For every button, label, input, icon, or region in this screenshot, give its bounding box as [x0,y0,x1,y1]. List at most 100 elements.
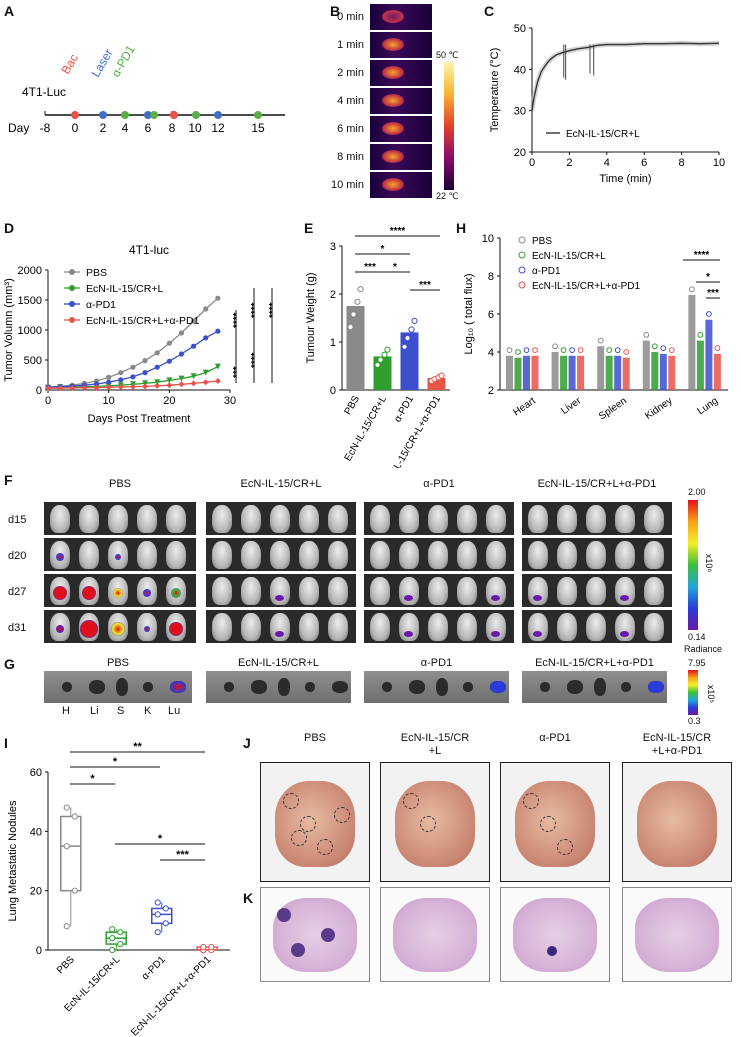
data-point [106,374,112,380]
y-tick-label: 0 [330,385,336,397]
lung-photo-panel: PBS EcN-IL-15/CR +L α-PD1 EcN-IL-15/CR +L+α… [250,732,741,1037]
tumor-focus [321,928,335,942]
x-tick-label: 10 [103,395,115,407]
data-point [411,317,418,324]
data-point [384,346,391,353]
x-tick-label: 0 [45,395,51,407]
mouse-image [644,613,664,641]
luminescence-signal [82,586,96,600]
data-point [63,843,70,850]
mouse-image [299,541,319,569]
significance-label: *** [176,849,190,861]
thermal-hotspot [382,66,404,79]
thermal-time-label: 2 min [337,67,364,79]
x-axis-label: Days Post Treatment [88,413,191,425]
data-point [117,929,124,936]
bar [688,295,696,390]
mouse-image [299,613,319,641]
mouse-image [457,613,477,641]
significance-label: **** [232,312,243,328]
luminescence-signal [490,681,506,693]
data-point [178,330,185,336]
mouse-image [457,541,477,569]
data-point [560,347,567,354]
data-point [142,358,148,364]
day-label: Day [8,121,29,135]
data-point [191,318,197,324]
metastatic-nodule-circle [283,793,299,809]
data-point [178,381,185,388]
mouse-image [528,505,548,533]
thermal-image [370,60,432,86]
significance-label: * [381,244,385,255]
bli-image [364,574,514,607]
bar [696,340,704,390]
data-point [577,347,584,354]
legend-marker [69,317,75,323]
data-point [215,295,221,301]
y-tick-label: 4 [488,347,494,359]
legend-label: α-PD1 [532,266,561,277]
legend-marker [518,251,526,259]
significance-label: ** [133,741,142,753]
mouse-image [557,577,577,605]
mouse-image [328,541,348,569]
bli-image [522,574,672,607]
data-point [374,361,381,368]
data-point [154,382,161,389]
organ-shape [567,680,583,694]
mouse-image [328,505,348,533]
treatment-dot [144,111,152,119]
thermal-time-label: 10 min [330,179,364,191]
organ-image [206,671,351,703]
data-point [166,377,173,384]
thermal-image [370,116,432,142]
organ-shape [305,682,315,692]
data-point [154,350,160,356]
y-tick-label: 0 [36,385,42,397]
x-tick-label: PBS [55,954,77,976]
significance-label: *** [707,288,719,299]
legend-marker [69,269,75,275]
organ-scale-min: 0.3 [688,716,701,726]
panel-letter-c: C [484,3,495,19]
data-point [706,311,712,317]
bli-panel: PBS EcN-IL-15/CR+L α-PD1 EcN-IL-15/CR+L+α-P… [0,470,741,654]
mouse-image [241,613,261,641]
significance-label: * [113,756,118,768]
thermal-time-label: 6 min [337,123,364,135]
histology-image [380,887,490,982]
data-point [643,332,650,338]
y-tick-label: 10 [482,233,494,245]
data-point [154,379,161,386]
data-point [697,332,704,338]
bar [597,346,605,390]
y-tick-label: 1 [330,337,336,349]
metastatic-nodule-circle [523,793,539,809]
metastatic-nodule-circle [300,816,316,832]
data-point [202,379,209,386]
data-point [214,378,221,384]
bar [523,355,530,390]
treatment-dot [254,111,262,119]
bar [551,352,559,390]
mouse-image [457,577,477,605]
data-point [623,349,630,355]
data-point [190,380,197,387]
lung-photo [500,762,610,882]
data-point [63,804,70,811]
data-point [166,382,173,389]
data-point [117,384,124,390]
tumor-focus [277,908,291,922]
data-point [377,356,384,363]
data-point [668,347,675,354]
organ-shape [224,682,234,692]
data-point [523,347,530,354]
mouse-image [644,505,664,533]
legend-marker [69,301,75,307]
luminescence-signal [111,622,125,636]
luminescence-signal [56,625,64,633]
bar [642,340,650,390]
significance-label: * [706,272,710,283]
luminescence-signal [620,595,629,601]
